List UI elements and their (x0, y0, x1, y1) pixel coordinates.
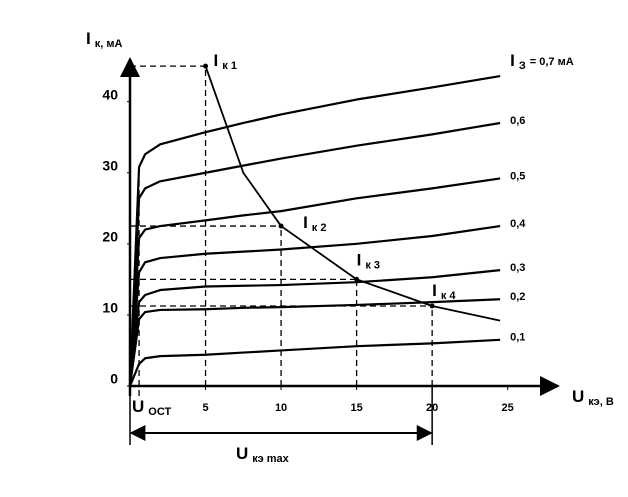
u-ost-label: U ОСТ (132, 397, 172, 417)
curve (128, 298, 501, 387)
series-label: 0,5 (510, 170, 525, 182)
y-tick-label: 40 (102, 86, 118, 102)
series-label: 0,2 (510, 291, 525, 303)
series-label: I З = 0,7 мА (510, 52, 574, 72)
u-max-label-symbol: U (236, 444, 248, 463)
point-label-symbol: I (357, 251, 362, 270)
y-tick-label: 10 (102, 300, 118, 316)
x-tick-label: 10 (275, 402, 287, 414)
curve (128, 74, 501, 387)
y-axis-label-subscript: к, мА (95, 38, 123, 50)
x-tick-label: 15 (350, 402, 362, 414)
curve (128, 269, 501, 387)
curve (128, 338, 501, 387)
point-label-symbol: I (432, 282, 437, 301)
x-axis-label-symbol: U (572, 387, 584, 406)
curve (128, 177, 501, 387)
max-power-curve (204, 65, 501, 322)
x-axis-label-subscript: кэ, В (588, 396, 614, 408)
point-label-symbol: I (214, 52, 219, 71)
point-label-subscript: к 1 (222, 60, 237, 72)
point-label-subscript: к 3 (365, 259, 380, 271)
u-ost-label-subscript: ОСТ (148, 406, 171, 418)
series-label: 0,3 (510, 262, 525, 274)
series-label: 0,6 (510, 115, 525, 127)
y-tick-label: 0 (110, 371, 118, 387)
x-tick-label: 25 (502, 402, 514, 414)
y-axis-label-symbol: I (86, 29, 91, 48)
point-label-subscript: к 2 (312, 222, 327, 234)
series-label: 0,4 (510, 218, 526, 230)
series-label: 0,1 (510, 332, 525, 344)
series-label-subscript: З (519, 60, 526, 72)
u-max-label-subscript: кэ max (252, 453, 289, 465)
series-label-symbol: I (510, 52, 515, 71)
y-tick-label: 30 (102, 157, 118, 173)
y-tick-label: 20 (102, 229, 118, 245)
u-ost-label-symbol: U (132, 397, 144, 416)
point-label-symbol: I (303, 214, 308, 233)
curve (128, 224, 501, 387)
point-label-subscript: к 4 (441, 290, 457, 302)
curve (128, 121, 501, 387)
series-label-name: = 0,7 мА (530, 56, 574, 68)
x-tick-label: 5 (202, 402, 208, 414)
